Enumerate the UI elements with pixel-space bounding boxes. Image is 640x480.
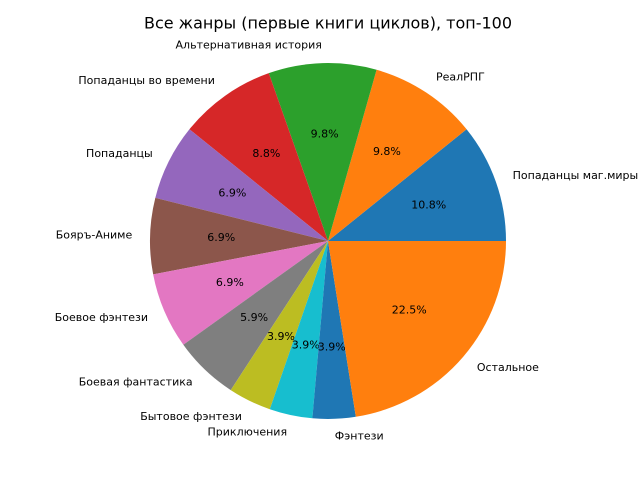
slice-label: Бояръ-Аниме [56,228,133,241]
percent-label: 6.9% [218,186,246,199]
percent-label: 9.8% [373,145,401,158]
pie-slice [153,241,328,345]
percent-label: 5.9% [240,311,268,324]
slice-label: Фэнтези [335,430,384,443]
percent-label: 3.9% [318,341,346,354]
pie-slice [328,129,506,241]
slice-label: Попаданцы маг.миры [513,169,639,182]
percent-label: 10.8% [411,198,446,211]
slice-label: Боевое фэнтези [55,311,148,324]
pie-slice [155,129,328,241]
pie-slice [150,197,328,275]
pie-slice [268,63,377,242]
pie-slice [269,241,328,419]
pie-slice [183,241,328,391]
percent-label: 3.9% [292,338,320,351]
percent-label: 6.9% [216,276,244,289]
slice-label: Бытовое фэнтези [140,410,242,423]
pie-slice [328,241,506,417]
slice-label: Попаданцы [86,147,153,160]
slice-label: Попаданцы во времени [78,74,215,87]
slice-label: Альтернативная история [176,38,322,51]
pie-slice [328,69,467,242]
slice-label: Боевая фантастика [79,375,193,388]
pie-slice [189,73,328,242]
slice-label: РеалРПГ [436,71,485,84]
percent-label: 8.8% [252,147,280,160]
pie-slice [230,241,328,410]
slice-label: Приключения [208,425,288,438]
pie-slice [312,241,356,420]
chart-title: Все жанры (первые книги циклов), топ-100 [144,14,512,33]
slice-label: Остальное [477,361,539,374]
percent-label: 9.8% [311,127,339,140]
percent-label: 6.9% [207,231,235,244]
percent-label: 3.9% [267,330,295,343]
percent-label: 22.5% [392,303,427,316]
